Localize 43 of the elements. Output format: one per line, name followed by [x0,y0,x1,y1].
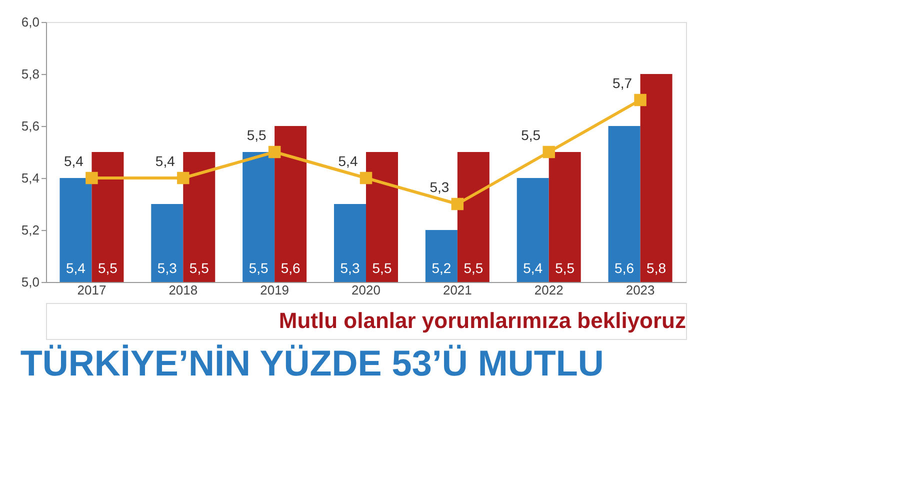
data-label: 5,3 [157,260,178,276]
point [542,146,555,158]
point [360,172,372,184]
x-tick-label: 2018 [168,282,198,298]
data-label: 5,4 [155,153,176,169]
y-tick-label: 5,6 [21,118,40,134]
x-tick-label: 2019 [260,282,290,298]
point [634,94,646,106]
x-tick-label: 2023 [626,282,655,298]
point [86,172,98,184]
y-tick-label: 5,2 [21,222,40,238]
data-label: 5,6 [614,260,634,276]
data-label: 5,5 [464,260,484,276]
data-label: 5,5 [98,260,118,276]
x-tick-label: 2020 [352,282,380,298]
text: TÜRKİYE’NİN YÜZDE 53’Ü MUTLU [20,342,604,384]
data-label: 5,5 [246,127,267,143]
x-tick-label: 2022 [534,282,564,298]
y-tick-label: 5,4 [21,170,40,186]
data-label: 5,5 [248,260,269,276]
data-label: 5,3 [430,179,450,195]
x-tick-label: 2017 [77,282,106,298]
data-label: 5,7 [612,75,632,91]
data-label: 5,4 [66,260,86,276]
point [268,146,281,158]
data-label: 5,4 [523,260,543,276]
text: Mutlu olanlar yorumlarımıza bekliyoruz [278,308,686,333]
y-tick-label: 5,8 [21,66,40,82]
y-tick-label: 6,0 [21,14,40,30]
point [451,198,464,210]
data-label: 5,2 [432,260,452,276]
point [177,172,190,184]
y-tick-label: 5,0 [21,274,40,290]
data-label: 5,8 [646,260,666,276]
data-label: 5,4 [338,153,358,169]
data-label: 5,6 [280,260,301,276]
data-label: 5,5 [555,260,575,276]
data-label: 5,4 [64,153,84,169]
x-tick-label: 2021 [442,282,472,298]
data-label: 5,5 [189,260,210,276]
data-label: 5,5 [521,127,541,143]
data-label: 5,5 [372,260,392,276]
data-label: 5,3 [340,260,360,276]
